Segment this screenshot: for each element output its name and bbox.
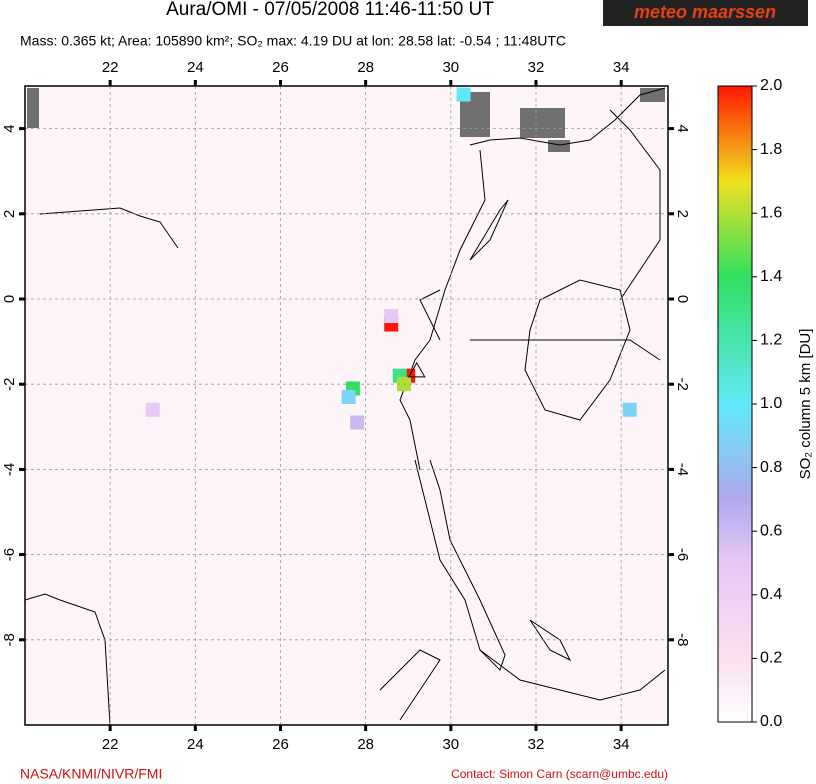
so2-pixel [622, 402, 637, 417]
map-haze [25, 86, 668, 725]
lon-label: 28 [357, 736, 374, 753]
map [24, 86, 668, 726]
lat-label: 2 [674, 210, 691, 218]
so2-pixel [384, 309, 399, 324]
logo: meteo maarssen [634, 2, 776, 22]
lat-label: -6 [674, 548, 691, 561]
subtitle: Mass: 0.365 kt; Area: 105890 km²; SO₂ ma… [20, 33, 566, 49]
colorbar-tick-label: 0.6 [760, 522, 782, 539]
so2-pixel [350, 415, 365, 430]
lon-label: 32 [528, 736, 545, 753]
colorbar-tick-label: 0.8 [760, 459, 782, 476]
lon-label: 24 [187, 736, 204, 753]
lat-label: -2 [1, 378, 18, 391]
lat-label: -8 [674, 633, 691, 646]
colorbar-tick-label: 1.2 [760, 332, 782, 349]
lat-label: 0 [1, 295, 18, 303]
footer-left: NASA/KNMI/NIVR/FMI [20, 766, 162, 782]
colorbar-tick-label: 1.0 [760, 395, 782, 412]
colorbar-tick-label: 0.2 [760, 650, 782, 667]
colorbar-tick-label: 0.4 [760, 586, 782, 603]
lat-label: 0 [674, 295, 691, 303]
no-data [27, 88, 665, 152]
lat-label: -6 [1, 548, 18, 561]
coastlines [24, 87, 666, 726]
colorbar-tick-label: 0.0 [760, 713, 782, 730]
colorbar-tick-label: 1.8 [760, 141, 782, 158]
lon-label: 26 [272, 736, 289, 753]
lat-label: -4 [1, 463, 18, 476]
so2-pixel [456, 87, 471, 102]
lat-label: 4 [1, 124, 18, 132]
so2-pixel [145, 402, 160, 417]
lat-label: -4 [674, 463, 691, 476]
colorbar-tick-label: 1.6 [760, 204, 782, 221]
lat-label: 2 [1, 210, 18, 218]
lon-label: 26 [272, 59, 289, 76]
so2-pixel [341, 389, 356, 404]
volcano-marker [407, 361, 426, 378]
lon-label: 24 [187, 59, 204, 76]
lon-label: 34 [613, 59, 630, 76]
lon-label: 30 [442, 59, 459, 76]
logo-box [603, 0, 808, 26]
lon-label: 22 [102, 59, 119, 76]
map-frame [24, 85, 669, 726]
lon-label: 22 [102, 736, 119, 753]
lat-label: -2 [674, 378, 691, 391]
lon-label: 34 [613, 736, 630, 753]
map-bg [25, 86, 668, 725]
colorbar [717, 85, 753, 723]
colorbar-tick-label: 1.4 [760, 268, 782, 285]
lat-label: -8 [1, 633, 18, 646]
footer-right: Contact: Simon Carn (scarn@umbc.edu) [451, 767, 668, 781]
title: Aura/OMI - 07/05/2008 11:46-11:50 UT [166, 0, 494, 20]
colorbar-tick-label: 2.0 [760, 77, 782, 94]
lon-label: 32 [528, 59, 545, 76]
colorbar-label: SO₂ column 5 km [DU] [797, 329, 814, 480]
lon-label: 30 [442, 736, 459, 753]
lat-label: 4 [674, 124, 691, 132]
lon-label: 28 [357, 59, 374, 76]
